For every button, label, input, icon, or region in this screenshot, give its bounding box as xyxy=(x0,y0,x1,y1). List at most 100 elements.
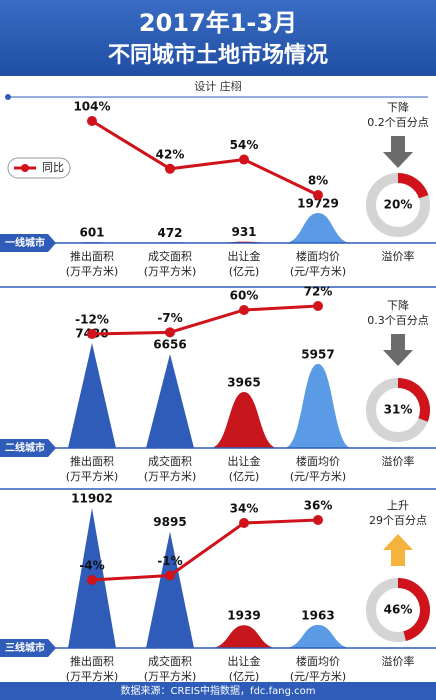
peak xyxy=(146,531,194,648)
yoy-point xyxy=(239,154,249,165)
category-label: 出让金 xyxy=(228,249,261,263)
yoy-label: -7% xyxy=(157,311,182,325)
premium-value: 46% xyxy=(384,603,413,617)
tier-label: 三线城市 xyxy=(5,641,45,654)
yoy-label: -12% xyxy=(75,313,109,327)
peak xyxy=(68,343,116,448)
yoy-label: 42% xyxy=(156,147,185,161)
premium-arrow xyxy=(383,334,413,366)
yoy-label: 72% xyxy=(304,285,333,299)
unit-label: (亿元) xyxy=(229,670,260,683)
category-label: 楼面均价 xyxy=(296,249,340,263)
category-label: 出让金 xyxy=(228,654,261,668)
tier-tag xyxy=(0,439,56,457)
peak xyxy=(284,363,352,448)
peak-value-label: 472 xyxy=(157,226,182,240)
yoy-point xyxy=(87,116,97,126)
yoy-label: -4% xyxy=(79,559,104,573)
yoy-label: 54% xyxy=(230,138,259,152)
footer-bar xyxy=(0,682,436,700)
tier-tag xyxy=(0,234,56,252)
category-label: 出让金 xyxy=(228,454,261,468)
legend-dot xyxy=(21,164,29,172)
yoy-point xyxy=(87,329,97,339)
peak xyxy=(284,213,352,243)
peak xyxy=(146,353,194,448)
yoy-line xyxy=(91,518,319,582)
tier-label: 二线城市 xyxy=(5,441,45,454)
unit-label: (亿元) xyxy=(229,265,260,278)
category-label: 推出面积 xyxy=(70,454,114,468)
yoy-label: -1% xyxy=(157,554,182,568)
peak-value-label: 19729 xyxy=(297,197,339,211)
premium-amount: 0.3个百分点 xyxy=(367,314,429,327)
unit-label: (元/平方米) xyxy=(290,669,346,683)
yoy-point xyxy=(239,518,249,528)
peak-value-label: 931 xyxy=(231,225,256,239)
credit: 设计 庄栩 xyxy=(194,79,242,93)
category-label: 推出面积 xyxy=(70,654,114,668)
yoy-line xyxy=(91,119,319,197)
donut-arc xyxy=(397,578,430,641)
donut-arc xyxy=(397,378,430,422)
premium-arrow xyxy=(383,534,413,566)
peak xyxy=(284,624,352,648)
unit-label: (元/平方米) xyxy=(290,469,346,483)
legend-box xyxy=(7,157,71,179)
yoy-line xyxy=(91,304,319,336)
peak-value-label: 9895 xyxy=(153,515,186,529)
premium-value: 31% xyxy=(384,403,413,417)
yoy-label: 104% xyxy=(73,100,110,114)
unit-label: (万平方米) xyxy=(144,469,197,483)
peak-value-label: 5957 xyxy=(301,347,334,361)
unit-label: (万平方米) xyxy=(66,469,119,483)
yoy-point xyxy=(313,515,323,525)
yoy-point xyxy=(165,570,175,581)
premium-arrow xyxy=(383,136,413,168)
category-label: 成交面积 xyxy=(148,654,192,668)
premium-amount: 0.2个百分点 xyxy=(367,116,429,129)
unit-label: (元/平方米) xyxy=(290,264,346,278)
yoy-point xyxy=(313,190,323,200)
category-label: 楼面均价 xyxy=(296,454,340,468)
peak-value-label: 1963 xyxy=(301,608,334,622)
peak-value-label: 6656 xyxy=(153,337,186,351)
premium-label: 溢价率 xyxy=(382,249,415,263)
premium-value: 20% xyxy=(384,198,413,212)
unit-label: (万平方米) xyxy=(66,669,119,683)
unit-label: (万平方米) xyxy=(144,264,197,278)
category-label: 楼面均价 xyxy=(296,654,340,668)
peak xyxy=(210,625,278,648)
unit-label: (万平方米) xyxy=(144,669,197,683)
premium-change: 下降 xyxy=(387,298,409,312)
yoy-point xyxy=(165,327,175,338)
yoy-label: 8% xyxy=(308,174,328,188)
peak xyxy=(210,391,278,448)
legend-label: 同比 xyxy=(42,161,64,174)
source: 数据来源：CREIS中指数据，fdc.fang.com xyxy=(121,684,316,697)
premium-change: 下降 xyxy=(387,100,409,114)
category-label: 推出面积 xyxy=(70,249,114,263)
premium-label: 溢价率 xyxy=(382,654,415,668)
premium-label: 溢价率 xyxy=(382,454,415,468)
yoy-point xyxy=(313,301,323,311)
unit-label: (亿元) xyxy=(229,470,260,483)
header-banner xyxy=(0,0,436,76)
yoy-point xyxy=(165,163,175,174)
yoy-label: 60% xyxy=(230,289,259,303)
title: 2017年1-3月 xyxy=(139,9,297,37)
divider-dot xyxy=(5,94,11,100)
unit-label: (万平方米) xyxy=(66,264,119,278)
yoy-point xyxy=(87,575,97,585)
yoy-label: 34% xyxy=(230,502,259,516)
tier-tag xyxy=(0,639,56,657)
yoy-label: 36% xyxy=(304,499,333,513)
category-label: 成交面积 xyxy=(148,249,192,263)
peak-value-label: 3965 xyxy=(227,375,260,389)
category-label: 成交面积 xyxy=(148,454,192,468)
peak-value-label: 601 xyxy=(79,226,104,240)
peak-value-label: 1939 xyxy=(227,609,260,623)
donut-arc xyxy=(397,173,429,199)
yoy-point xyxy=(239,305,249,315)
